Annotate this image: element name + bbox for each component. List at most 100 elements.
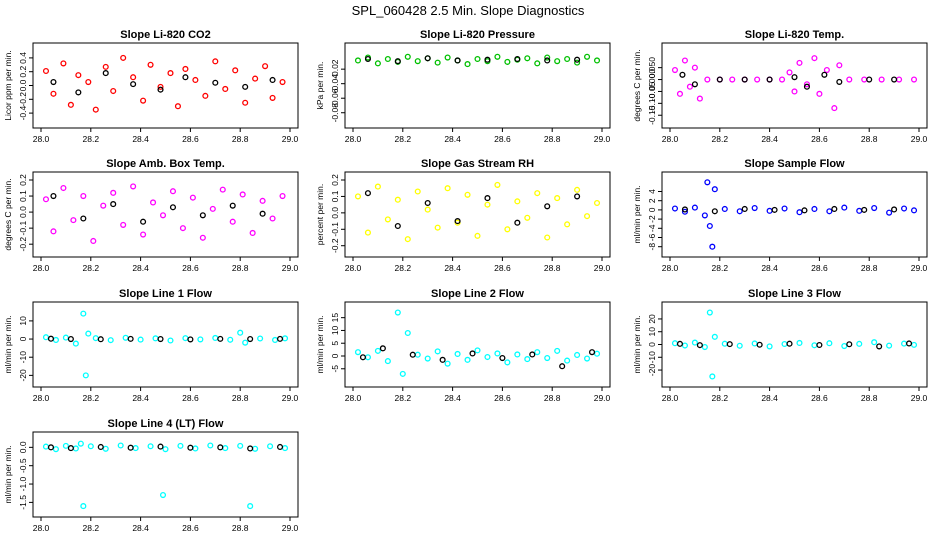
y-axis-label: percent per min.	[315, 184, 325, 245]
reference-point	[276, 443, 284, 451]
data-point	[281, 335, 289, 342]
data-point	[856, 207, 863, 214]
data-point	[584, 213, 591, 220]
data-point	[721, 205, 728, 213]
x-tick-label: 28.6	[494, 393, 511, 403]
data-point	[82, 372, 89, 379]
reference-point	[97, 336, 104, 343]
data-point	[394, 309, 401, 316]
panel-title: Slope Line 4 (LT) Flow	[108, 418, 224, 430]
reference-point	[97, 443, 104, 451]
data-point	[524, 214, 531, 221]
data-point	[826, 208, 833, 215]
data-point	[169, 188, 177, 195]
data-point	[75, 72, 82, 79]
reference-point	[140, 218, 147, 225]
y-tick-label: -10	[647, 351, 657, 364]
data-point	[132, 445, 139, 452]
data-point	[237, 329, 244, 336]
x-tick-label: 28.0	[345, 393, 362, 403]
data-point	[259, 197, 266, 204]
data-point	[554, 195, 561, 202]
data-point	[404, 329, 411, 337]
data-point	[691, 204, 698, 211]
data-point	[92, 335, 99, 342]
reference-point	[803, 83, 810, 90]
data-point	[454, 350, 461, 358]
y-tick-label: 4	[647, 189, 657, 194]
data-point	[778, 76, 786, 83]
reference-point	[182, 74, 189, 81]
data-point	[192, 445, 199, 452]
reference-point	[756, 341, 763, 348]
panel-4: Slope Amb. Box Temp. 28.0 28.2 28.4 28.6 28.8…	[3, 158, 299, 273]
data-point	[709, 243, 716, 250]
x-tick-label: 28.6	[182, 263, 199, 273]
data-point	[691, 64, 698, 71]
reference-point	[681, 206, 688, 213]
reference-point	[217, 335, 224, 342]
data-point	[354, 57, 362, 64]
y-tick-label: -0.4	[18, 106, 28, 121]
y-axis-label: ml/min per min.	[315, 315, 325, 373]
y-tick-label: 5	[330, 341, 340, 346]
data-point	[100, 202, 107, 209]
data-point	[676, 90, 684, 97]
data-point	[574, 186, 581, 193]
data-point	[269, 215, 276, 222]
data-point	[229, 218, 236, 225]
data-point	[62, 442, 69, 449]
y-tick-label: 0.2	[18, 66, 28, 78]
panel-title: Slope Line 3 Flow	[748, 288, 841, 300]
x-tick-label: 28.4	[444, 134, 461, 144]
reference-point	[127, 444, 134, 451]
data-point	[736, 342, 743, 349]
y-tick-label: -4	[647, 224, 657, 232]
plot-frame	[32, 171, 299, 258]
data-point	[212, 58, 219, 65]
data-point	[42, 67, 50, 75]
data-point	[404, 236, 411, 243]
data-point	[167, 70, 174, 77]
data-point	[72, 340, 79, 347]
data-point	[841, 342, 848, 350]
reference-point	[905, 340, 913, 347]
x-tick-label: 29.0	[282, 134, 299, 144]
reference-point	[821, 71, 828, 78]
reference-point	[454, 57, 461, 64]
reference-point	[424, 199, 431, 207]
x-tick-label: 28.4	[444, 393, 461, 403]
data-point	[279, 79, 286, 86]
y-tick-label: 0	[18, 336, 28, 341]
data-point	[399, 370, 406, 377]
data-point	[593, 199, 601, 207]
x-tick-label: 28.6	[811, 393, 828, 403]
data-point	[671, 205, 679, 212]
y-tick-label: -0.2	[330, 238, 340, 253]
data-point	[494, 350, 501, 357]
data-point	[174, 103, 182, 110]
data-point	[754, 76, 761, 83]
plot-frame	[32, 42, 299, 129]
y-tick-label: -0.2	[18, 92, 28, 107]
y-tick-label: -0.1	[330, 222, 340, 237]
data-point	[140, 231, 147, 238]
data-point	[414, 351, 421, 358]
data-point	[92, 106, 99, 113]
reference-point	[514, 55, 521, 63]
data-point	[130, 183, 137, 190]
x-tick-label: 28.6	[811, 134, 828, 144]
reference-point	[801, 207, 808, 214]
data-point	[554, 347, 561, 354]
data-point	[80, 310, 87, 317]
data-point	[721, 340, 728, 347]
data-point	[207, 442, 214, 449]
data-point	[701, 212, 708, 219]
data-point	[574, 59, 581, 66]
data-point	[494, 53, 501, 60]
y-tick-label: 10	[330, 325, 340, 335]
panel-title: Slope Line 2 Flow	[431, 288, 524, 300]
x-tick-label: 28.8	[232, 523, 249, 533]
data-point	[524, 356, 531, 363]
